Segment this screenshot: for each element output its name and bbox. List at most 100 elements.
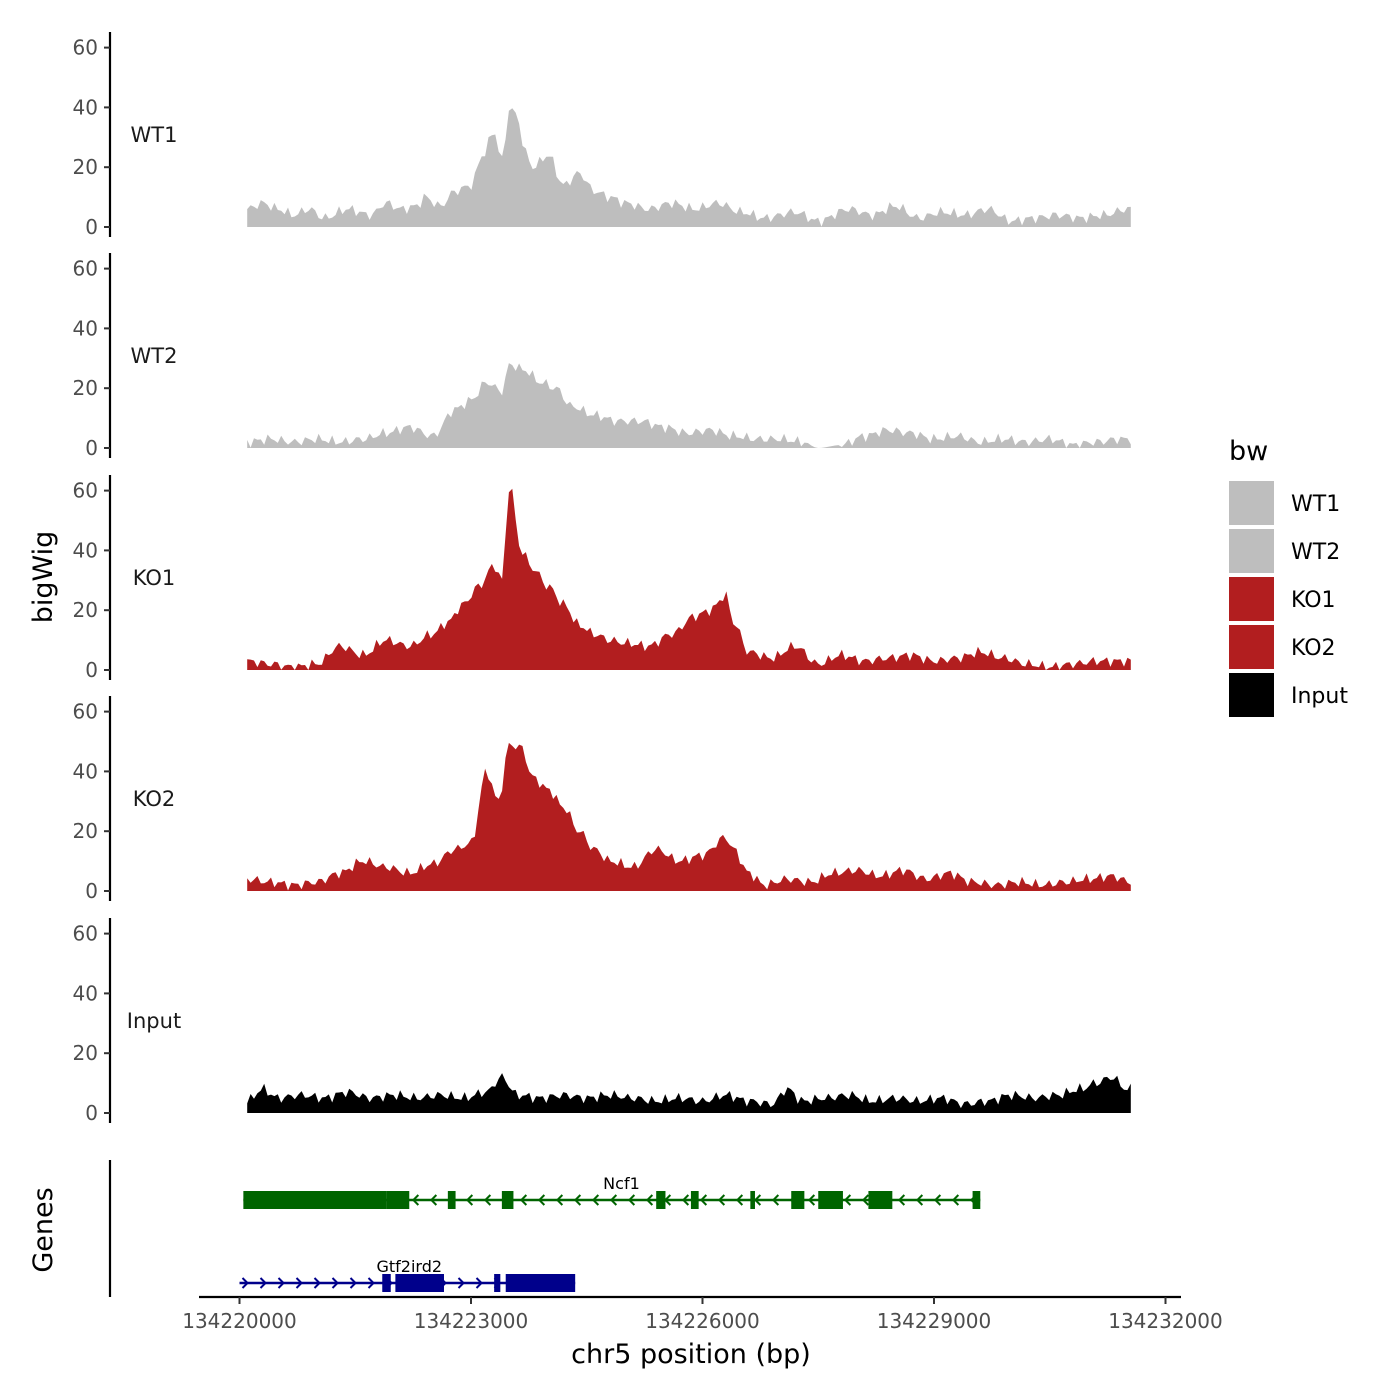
y-tick-label: 40 bbox=[73, 316, 98, 340]
y-tick-label: 40 bbox=[73, 981, 98, 1005]
strand-arrow bbox=[331, 1277, 339, 1289]
gene-label: Gtf2ird2 bbox=[376, 1257, 442, 1276]
exon bbox=[750, 1191, 755, 1209]
strand-arrow bbox=[627, 1194, 636, 1206]
strand-arrow bbox=[645, 1194, 654, 1206]
area-wt2 bbox=[247, 363, 1131, 448]
track-label: WT1 bbox=[131, 123, 178, 147]
strand-arrow bbox=[519, 1194, 528, 1206]
y-tick-label: 20 bbox=[73, 819, 98, 843]
exon bbox=[972, 1191, 981, 1209]
legend-label-ko2: KO2 bbox=[1291, 636, 1336, 661]
y-tick-label: 40 bbox=[73, 538, 98, 562]
exon bbox=[494, 1274, 501, 1292]
legend-key-ko1 bbox=[1229, 577, 1274, 621]
strand-arrow bbox=[465, 1194, 474, 1206]
y-tick-label: 0 bbox=[85, 879, 98, 903]
y-tick-label: 20 bbox=[73, 1041, 98, 1065]
strand-arrow bbox=[717, 1194, 726, 1206]
exon bbox=[818, 1191, 843, 1209]
strand-arrow bbox=[349, 1277, 357, 1289]
area-ko2 bbox=[247, 742, 1131, 891]
exon bbox=[447, 1191, 456, 1209]
gene-label: Ncf1 bbox=[603, 1174, 640, 1193]
legend-label-input: Input bbox=[1291, 684, 1348, 709]
track-label: Input bbox=[127, 1009, 181, 1033]
y-tick-label: 60 bbox=[73, 922, 98, 946]
legend-label-wt2: WT2 bbox=[1291, 540, 1340, 565]
strand-arrow bbox=[573, 1194, 582, 1206]
y-tick-label: 60 bbox=[73, 700, 98, 724]
y-tick-label: 20 bbox=[73, 155, 98, 179]
x-axis: 134220000 134223000 134226000 134229000 1342… bbox=[182, 1295, 1223, 1333]
track-ko2: 0 20 40 60 KO2 bbox=[73, 696, 1131, 903]
y-axis-title: bigWig bbox=[28, 531, 59, 624]
strand-arrow bbox=[429, 1194, 438, 1206]
area-wt1 bbox=[247, 108, 1131, 227]
track-wt1: 0 20 40 60 WT1 bbox=[73, 32, 1131, 239]
y-tick-label: 20 bbox=[73, 376, 98, 400]
exon bbox=[395, 1274, 444, 1292]
track-ko1: 0 20 40 60 KO1 bbox=[73, 475, 1131, 682]
strand-arrow bbox=[843, 1194, 852, 1206]
strand-arrow bbox=[699, 1194, 708, 1206]
strand-arrow bbox=[295, 1277, 303, 1289]
x-tick-label: 134229000 bbox=[877, 1309, 992, 1333]
track-wt2: 0 20 40 60 WT2 bbox=[73, 253, 1131, 460]
exon bbox=[505, 1274, 576, 1292]
genes-group: Ncf1 Gtf2ird2 bbox=[108, 1160, 981, 1297]
strand-arrow bbox=[681, 1194, 690, 1206]
y-tick-label: 40 bbox=[73, 95, 98, 119]
strand-arrow bbox=[537, 1194, 546, 1206]
strand-arrow bbox=[411, 1194, 420, 1206]
strand-arrow bbox=[609, 1194, 618, 1206]
legend-key-wt2 bbox=[1229, 529, 1274, 573]
strand-arrow bbox=[771, 1194, 780, 1206]
y-tick-label: 0 bbox=[85, 436, 98, 460]
strand-arrow bbox=[367, 1277, 375, 1289]
exon bbox=[690, 1191, 699, 1209]
strand-arrow bbox=[753, 1194, 762, 1206]
gene-ncf1: Ncf1 bbox=[243, 1174, 981, 1209]
strand-arrow bbox=[951, 1194, 960, 1206]
strand-arrow bbox=[241, 1277, 249, 1289]
x-tick-label: 134223000 bbox=[414, 1309, 529, 1333]
x-axis-title: chr5 position (bp) bbox=[571, 1339, 811, 1370]
y-tick-label: 60 bbox=[73, 479, 98, 503]
strand-arrow bbox=[457, 1277, 465, 1289]
legend: bw WT1 WT2 KO1 KO2 Input bbox=[1229, 436, 1348, 717]
exon bbox=[382, 1274, 391, 1292]
track-input: 0 20 40 60 Input bbox=[73, 918, 1131, 1125]
strand-arrow bbox=[313, 1277, 321, 1289]
strand-arrow bbox=[277, 1277, 285, 1289]
x-tick-label: 134232000 bbox=[1108, 1309, 1223, 1333]
strand-arrow bbox=[933, 1194, 942, 1206]
y-tick-label: 60 bbox=[73, 36, 98, 60]
y-tick-label: 0 bbox=[85, 1101, 98, 1125]
genes-axis-title: Genes bbox=[28, 1187, 59, 1272]
track-label: KO1 bbox=[133, 566, 176, 590]
gene-gtf2ird2: Gtf2ird2 bbox=[239, 1257, 576, 1292]
strand-arrow bbox=[555, 1194, 564, 1206]
strand-arrow bbox=[591, 1194, 600, 1206]
strand-arrow bbox=[259, 1277, 267, 1289]
legend-label-ko1: KO1 bbox=[1291, 588, 1336, 613]
strand-arrow bbox=[807, 1194, 816, 1206]
area-ko1 bbox=[247, 488, 1131, 670]
y-tick-label: 0 bbox=[85, 215, 98, 239]
strand-arrow bbox=[735, 1194, 744, 1206]
legend-title: bw bbox=[1229, 436, 1268, 467]
strand-arrow bbox=[475, 1277, 483, 1289]
y-tick-label: 40 bbox=[73, 759, 98, 783]
exon bbox=[791, 1191, 805, 1209]
strand-arrow bbox=[861, 1194, 870, 1206]
exon bbox=[386, 1191, 410, 1209]
x-tick-label: 134220000 bbox=[182, 1309, 297, 1333]
exon bbox=[501, 1191, 514, 1209]
legend-key-input bbox=[1229, 673, 1274, 717]
x-tick-label: 134226000 bbox=[645, 1309, 760, 1333]
track-label: WT2 bbox=[131, 344, 178, 368]
y-tick-label: 20 bbox=[73, 598, 98, 622]
y-tick-label: 0 bbox=[85, 658, 98, 682]
